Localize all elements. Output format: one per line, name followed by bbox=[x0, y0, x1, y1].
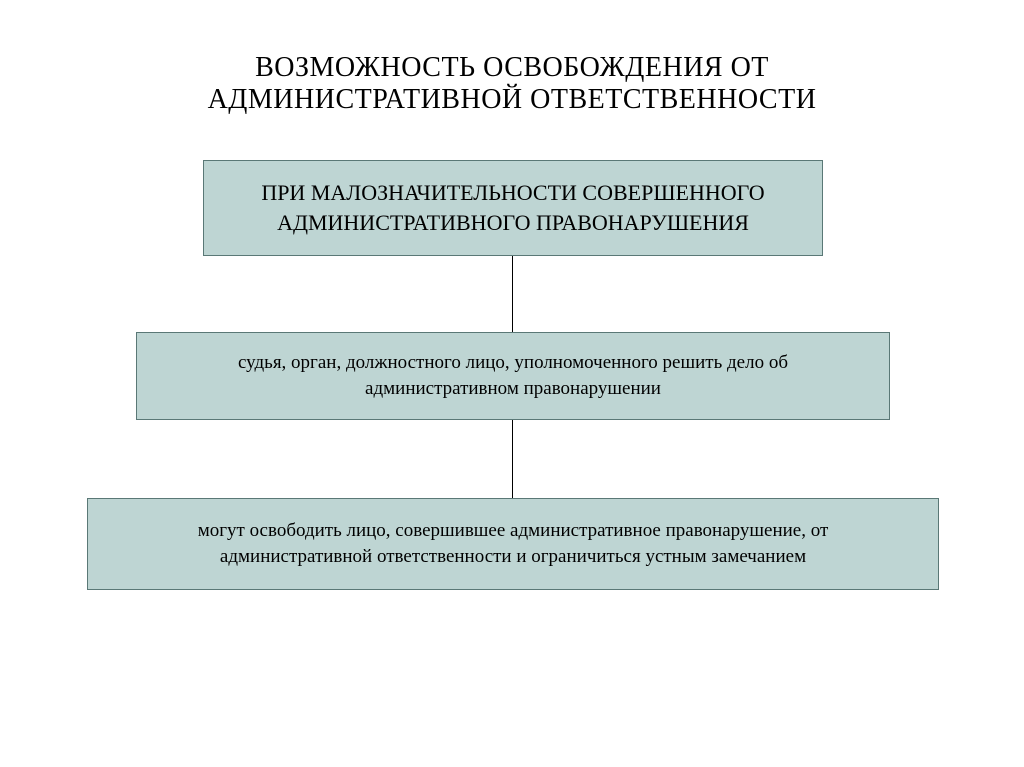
node-text: ПРИ МАЛОЗНАЧИТЕЛЬНОСТИ СОВЕРШЕННОГО bbox=[261, 178, 764, 208]
flow-node-authority: судья, орган, должностного лицо, уполном… bbox=[136, 332, 890, 420]
flow-node-condition: ПРИ МАЛОЗНАЧИТЕЛЬНОСТИ СОВЕРШЕННОГО АДМИ… bbox=[203, 160, 823, 256]
flow-connector bbox=[512, 420, 513, 498]
title-line-1: ВОЗМОЖНОСТЬ ОСВОБОЖДЕНИЯ ОТ bbox=[0, 52, 1024, 84]
node-text: АДМИНИСТРАТИВНОГО ПРАВОНАРУШЕНИЯ bbox=[261, 208, 764, 238]
title-line-2: АДМИНИСТРАТИВНОЙ ОТВЕТСТВЕННОСТИ bbox=[0, 84, 1024, 116]
node-text: могут освободить лицо, совершившее админ… bbox=[198, 518, 829, 544]
flow-connector bbox=[512, 256, 513, 332]
page-title: ВОЗМОЖНОСТЬ ОСВОБОЖДЕНИЯ ОТ АДМИНИСТРАТИ… bbox=[0, 52, 1024, 116]
node-text: административной ответственности и огран… bbox=[198, 544, 829, 570]
flow-node-outcome: могут освободить лицо, совершившее админ… bbox=[87, 498, 939, 590]
node-text: судья, орган, должностного лицо, уполном… bbox=[238, 350, 788, 376]
node-text: административном правонарушении bbox=[238, 376, 788, 402]
